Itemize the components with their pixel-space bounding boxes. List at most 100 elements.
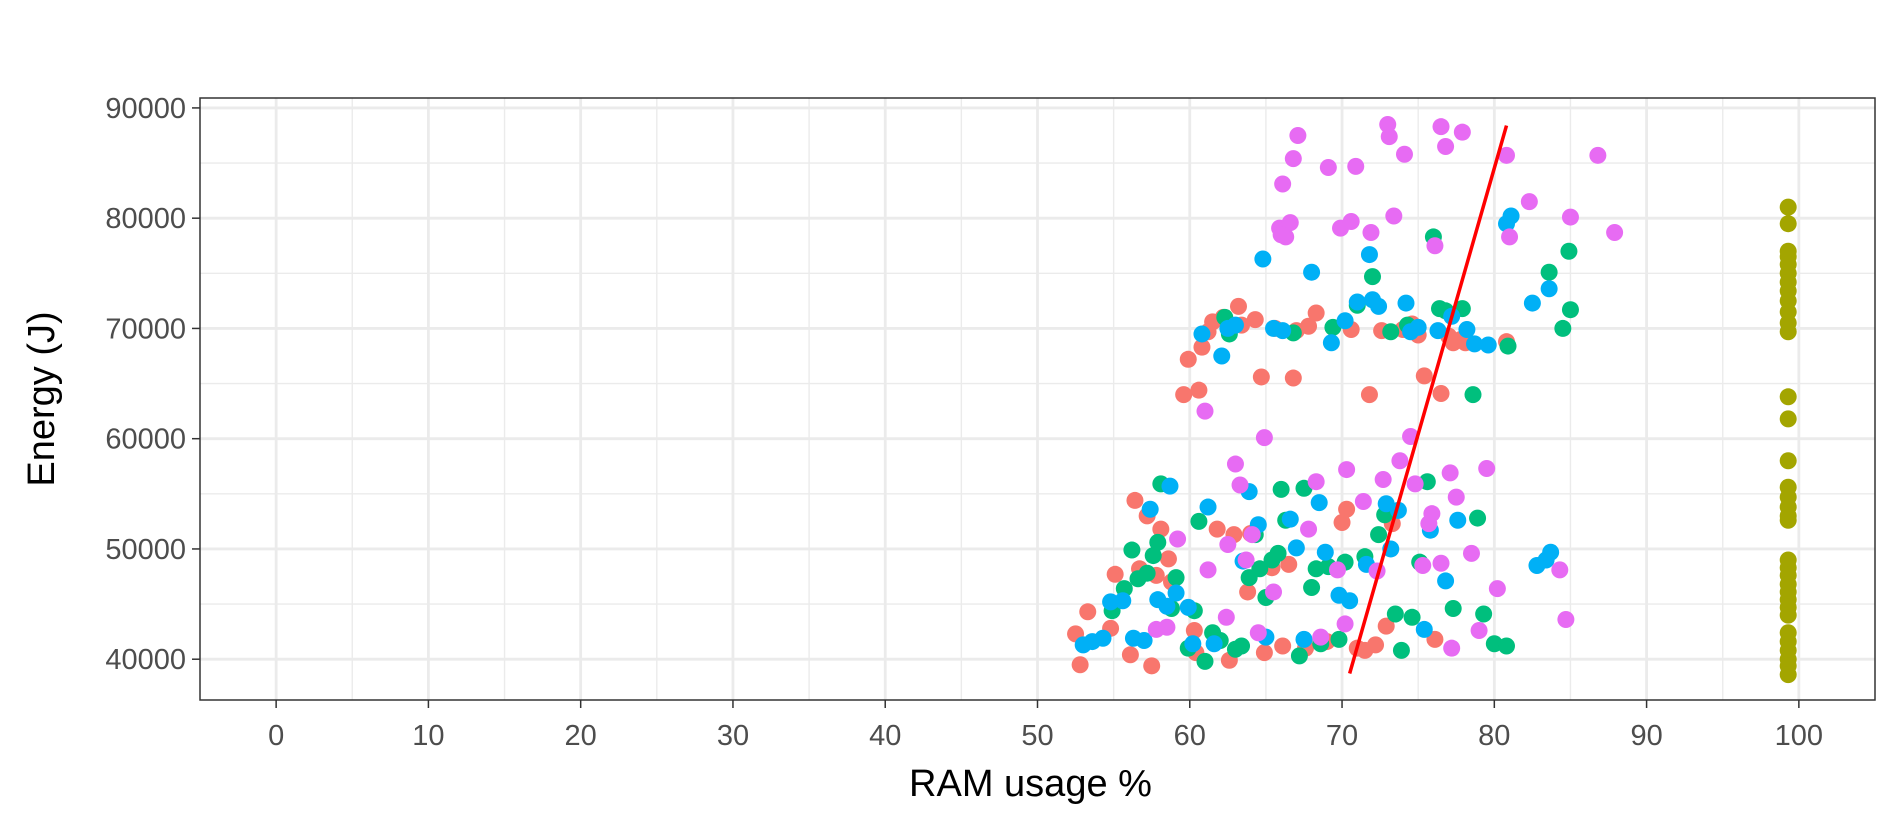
data-point xyxy=(1179,598,1197,616)
data-point xyxy=(1328,561,1346,579)
data-point xyxy=(1307,304,1325,322)
y-tick-label: 40000 xyxy=(105,644,186,676)
data-point xyxy=(1499,337,1517,355)
data-point xyxy=(1281,214,1299,232)
data-point xyxy=(1423,505,1441,523)
data-point xyxy=(1231,476,1249,494)
data-point xyxy=(1141,500,1159,518)
data-point xyxy=(1274,322,1292,340)
data-point xyxy=(1501,228,1519,246)
data-point xyxy=(1196,652,1214,670)
data-point xyxy=(1336,312,1354,330)
data-point xyxy=(1444,599,1462,617)
data-point xyxy=(1370,297,1388,315)
x-tick-label: 10 xyxy=(412,720,444,752)
data-point xyxy=(1437,572,1455,590)
data-point xyxy=(1167,569,1185,587)
data-point xyxy=(1779,388,1797,406)
data-point xyxy=(1169,530,1187,548)
data-point xyxy=(1364,268,1381,286)
data-point xyxy=(1149,533,1167,551)
data-point xyxy=(1386,605,1404,623)
data-point xyxy=(1190,381,1208,399)
data-point xyxy=(1403,608,1421,626)
data-point xyxy=(1161,477,1179,495)
data-point xyxy=(1475,605,1493,623)
data-point xyxy=(1406,475,1424,493)
data-point xyxy=(1094,629,1112,647)
data-point xyxy=(1540,263,1558,281)
y-axis-title: Energy (J) xyxy=(21,311,63,486)
data-point xyxy=(1303,579,1321,597)
data-point xyxy=(1360,386,1378,404)
data-point xyxy=(1193,338,1211,356)
data-point xyxy=(1239,583,1257,601)
data-point xyxy=(1184,635,1202,653)
data-point xyxy=(1464,386,1482,404)
data-points xyxy=(1067,115,1797,684)
data-point xyxy=(1310,494,1328,512)
data-point xyxy=(1252,368,1270,386)
data-point xyxy=(1274,175,1292,193)
data-point xyxy=(1561,208,1579,226)
x-tick-label: 70 xyxy=(1326,720,1358,752)
data-point xyxy=(1397,294,1415,312)
data-point xyxy=(1385,207,1403,225)
data-point xyxy=(1606,224,1624,242)
data-point xyxy=(1462,544,1480,562)
data-point xyxy=(1779,198,1797,216)
data-point xyxy=(1466,335,1484,353)
data-point xyxy=(1502,207,1520,225)
data-point xyxy=(1193,325,1211,343)
data-point xyxy=(1470,622,1488,640)
data-point xyxy=(1348,293,1366,311)
data-point xyxy=(1123,541,1141,559)
data-point xyxy=(1265,583,1283,601)
data-point xyxy=(1295,630,1313,648)
data-point xyxy=(1429,322,1447,340)
data-point xyxy=(1458,321,1476,339)
data-point xyxy=(1300,317,1318,335)
data-point xyxy=(1138,564,1156,582)
data-point xyxy=(1370,526,1388,544)
data-point xyxy=(1554,319,1572,337)
data-point xyxy=(1249,624,1267,642)
data-point xyxy=(1341,592,1359,610)
data-point xyxy=(1246,311,1264,329)
x-tick-label: 20 xyxy=(565,720,597,752)
data-point xyxy=(1342,212,1360,230)
data-point xyxy=(1347,157,1365,175)
data-point xyxy=(1126,491,1144,509)
data-point xyxy=(1269,544,1287,562)
data-point xyxy=(1135,631,1153,649)
data-point xyxy=(1779,323,1797,341)
data-point xyxy=(1167,584,1185,602)
data-point xyxy=(1102,593,1120,611)
data-point xyxy=(1303,263,1321,281)
data-point xyxy=(1437,138,1455,156)
data-point xyxy=(1330,630,1348,648)
data-point xyxy=(1453,123,1471,141)
data-point xyxy=(1392,641,1410,659)
data-point xyxy=(1391,452,1409,470)
data-point xyxy=(1432,384,1450,402)
trend-line xyxy=(1347,125,1509,675)
data-point xyxy=(1540,280,1558,298)
data-point xyxy=(1243,526,1261,544)
trend-line-layer xyxy=(1347,125,1509,675)
data-point xyxy=(1779,452,1797,470)
data-point xyxy=(1449,511,1467,529)
data-point xyxy=(1395,145,1413,163)
data-point xyxy=(1447,488,1465,506)
data-point xyxy=(1360,246,1378,264)
data-point xyxy=(1307,473,1325,491)
data-point xyxy=(1415,367,1433,385)
data-point xyxy=(1208,520,1226,538)
data-point xyxy=(1290,647,1308,665)
data-point xyxy=(1498,146,1515,164)
data-point xyxy=(1121,646,1139,664)
data-point xyxy=(1179,350,1197,368)
data-point xyxy=(1287,539,1305,557)
data-point xyxy=(1779,511,1797,529)
data-point xyxy=(1374,470,1392,488)
